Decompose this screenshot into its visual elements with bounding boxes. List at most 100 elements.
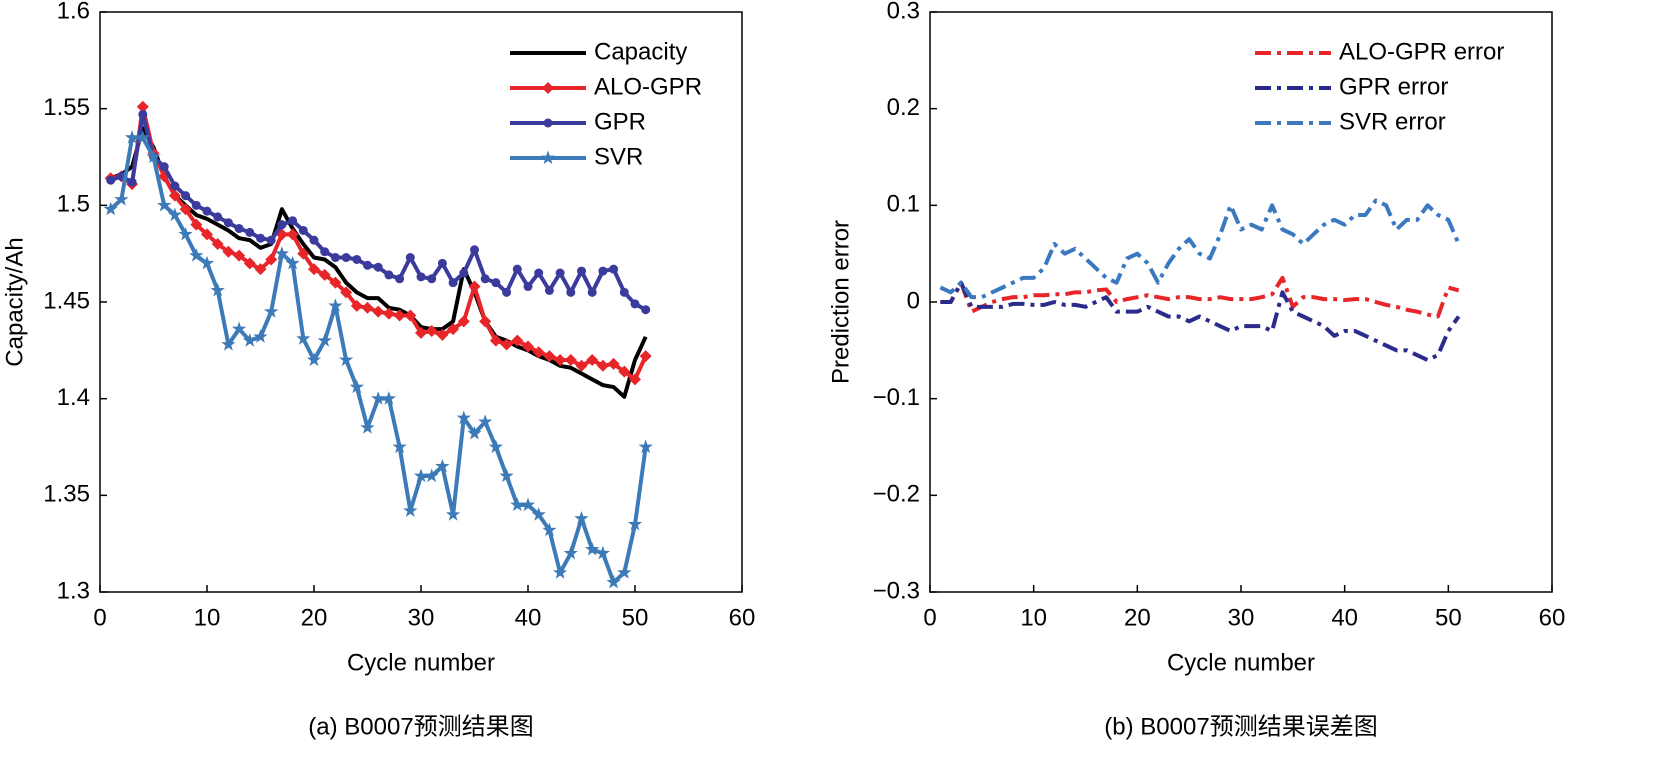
y-axis-label: Prediction error [827,220,854,384]
data-point [106,175,116,185]
data-point [403,503,418,517]
legend-marker [542,82,554,94]
data-point [489,334,502,347]
y-tick-label: 1.3 [57,577,90,604]
x-axis-label: Cycle number [1167,649,1315,676]
legend-marker [540,150,556,165]
y-tick-label: −0.3 [873,577,920,604]
x-tick-label: 50 [622,604,649,631]
y-tick-label: 1.45 [43,287,90,314]
x-tick-label: 40 [1331,604,1358,631]
data-point [392,439,407,454]
data-point [349,379,364,394]
data-point [350,299,363,312]
data-point [309,235,319,245]
series-line [939,198,1461,300]
data-point [456,410,471,425]
legend-item: GPR error [1255,73,1448,100]
y-tick-label: 0.3 [887,0,920,24]
data-point [211,238,224,250]
data-point [372,305,385,318]
data-point [318,268,331,281]
data-point [382,307,395,320]
data-point [617,565,632,579]
data-point [395,274,405,284]
legend-label: SVR [594,143,643,170]
data-point [405,253,415,263]
data-point [329,276,342,289]
y-tick-label: −0.1 [873,384,920,411]
y-tick-label: 1.55 [43,94,90,121]
data-point [210,282,225,297]
data-point [213,212,223,222]
data-point [136,100,149,113]
data-point [424,468,439,483]
data-point [167,207,183,222]
y-tick-label: 1.4 [57,384,90,411]
data-point [231,321,247,336]
legend-item: ALO-GPR error [1255,38,1504,65]
data-point [629,373,641,386]
data-point [534,268,544,278]
legend-label: GPR [594,108,646,135]
data-point [566,287,576,297]
caption: (b) B0007预测结果误差图 [1104,713,1377,740]
data-point [448,278,458,288]
data-point [157,197,172,212]
x-tick-label: 20 [1124,604,1151,631]
data-point [233,249,246,262]
data-point [523,282,533,292]
data-point [512,264,522,274]
data-point [266,235,276,245]
data-point [445,507,461,521]
legend-item: GPR [510,108,646,135]
data-point [168,189,181,202]
x-tick-label: 30 [1228,604,1255,631]
data-point [202,206,212,216]
legend-label: ALO-GPR error [1339,38,1504,65]
x-tick-label: 60 [1539,604,1566,631]
data-point [532,346,545,359]
data-point [555,268,565,278]
legend-label: SVR error [1339,108,1446,135]
legend-label: Capacity [594,38,687,65]
x-axis-label: Cycle number [347,649,495,676]
data-point [371,391,386,405]
data-point [221,337,236,351]
caption: (a) B0007预测结果图 [308,713,533,740]
data-point [135,130,150,144]
data-point [360,420,375,434]
data-point [245,227,255,237]
data-point [114,192,129,206]
x-tick-label: 10 [1020,604,1047,631]
data-point [577,266,586,276]
data-point [488,439,504,454]
data-point [502,287,512,297]
data-point [320,247,330,257]
data-point [243,257,256,270]
x-tick-label: 0 [923,604,936,631]
y-tick-label: 0.1 [887,191,920,218]
data-point [638,439,653,454]
data-point [552,565,568,579]
data-point [298,225,308,235]
data-point [361,301,374,314]
data-point [199,255,215,270]
y-tick-label: 1.35 [43,481,90,508]
y-tick-label: 1.6 [57,0,90,24]
data-point [416,272,426,282]
data-point [619,287,629,297]
data-point [436,328,449,341]
x-tick-label: 60 [729,604,756,631]
data-point [103,201,118,216]
data-point [242,333,257,347]
data-point [340,286,353,299]
series-line [940,280,1461,362]
data-point [598,266,608,276]
data-point [286,228,299,241]
legend-item: SVR error [1255,108,1446,135]
series-line [940,275,1460,319]
data-point [459,268,469,278]
data-point [447,323,460,336]
x-tick-label: 20 [301,604,328,631]
